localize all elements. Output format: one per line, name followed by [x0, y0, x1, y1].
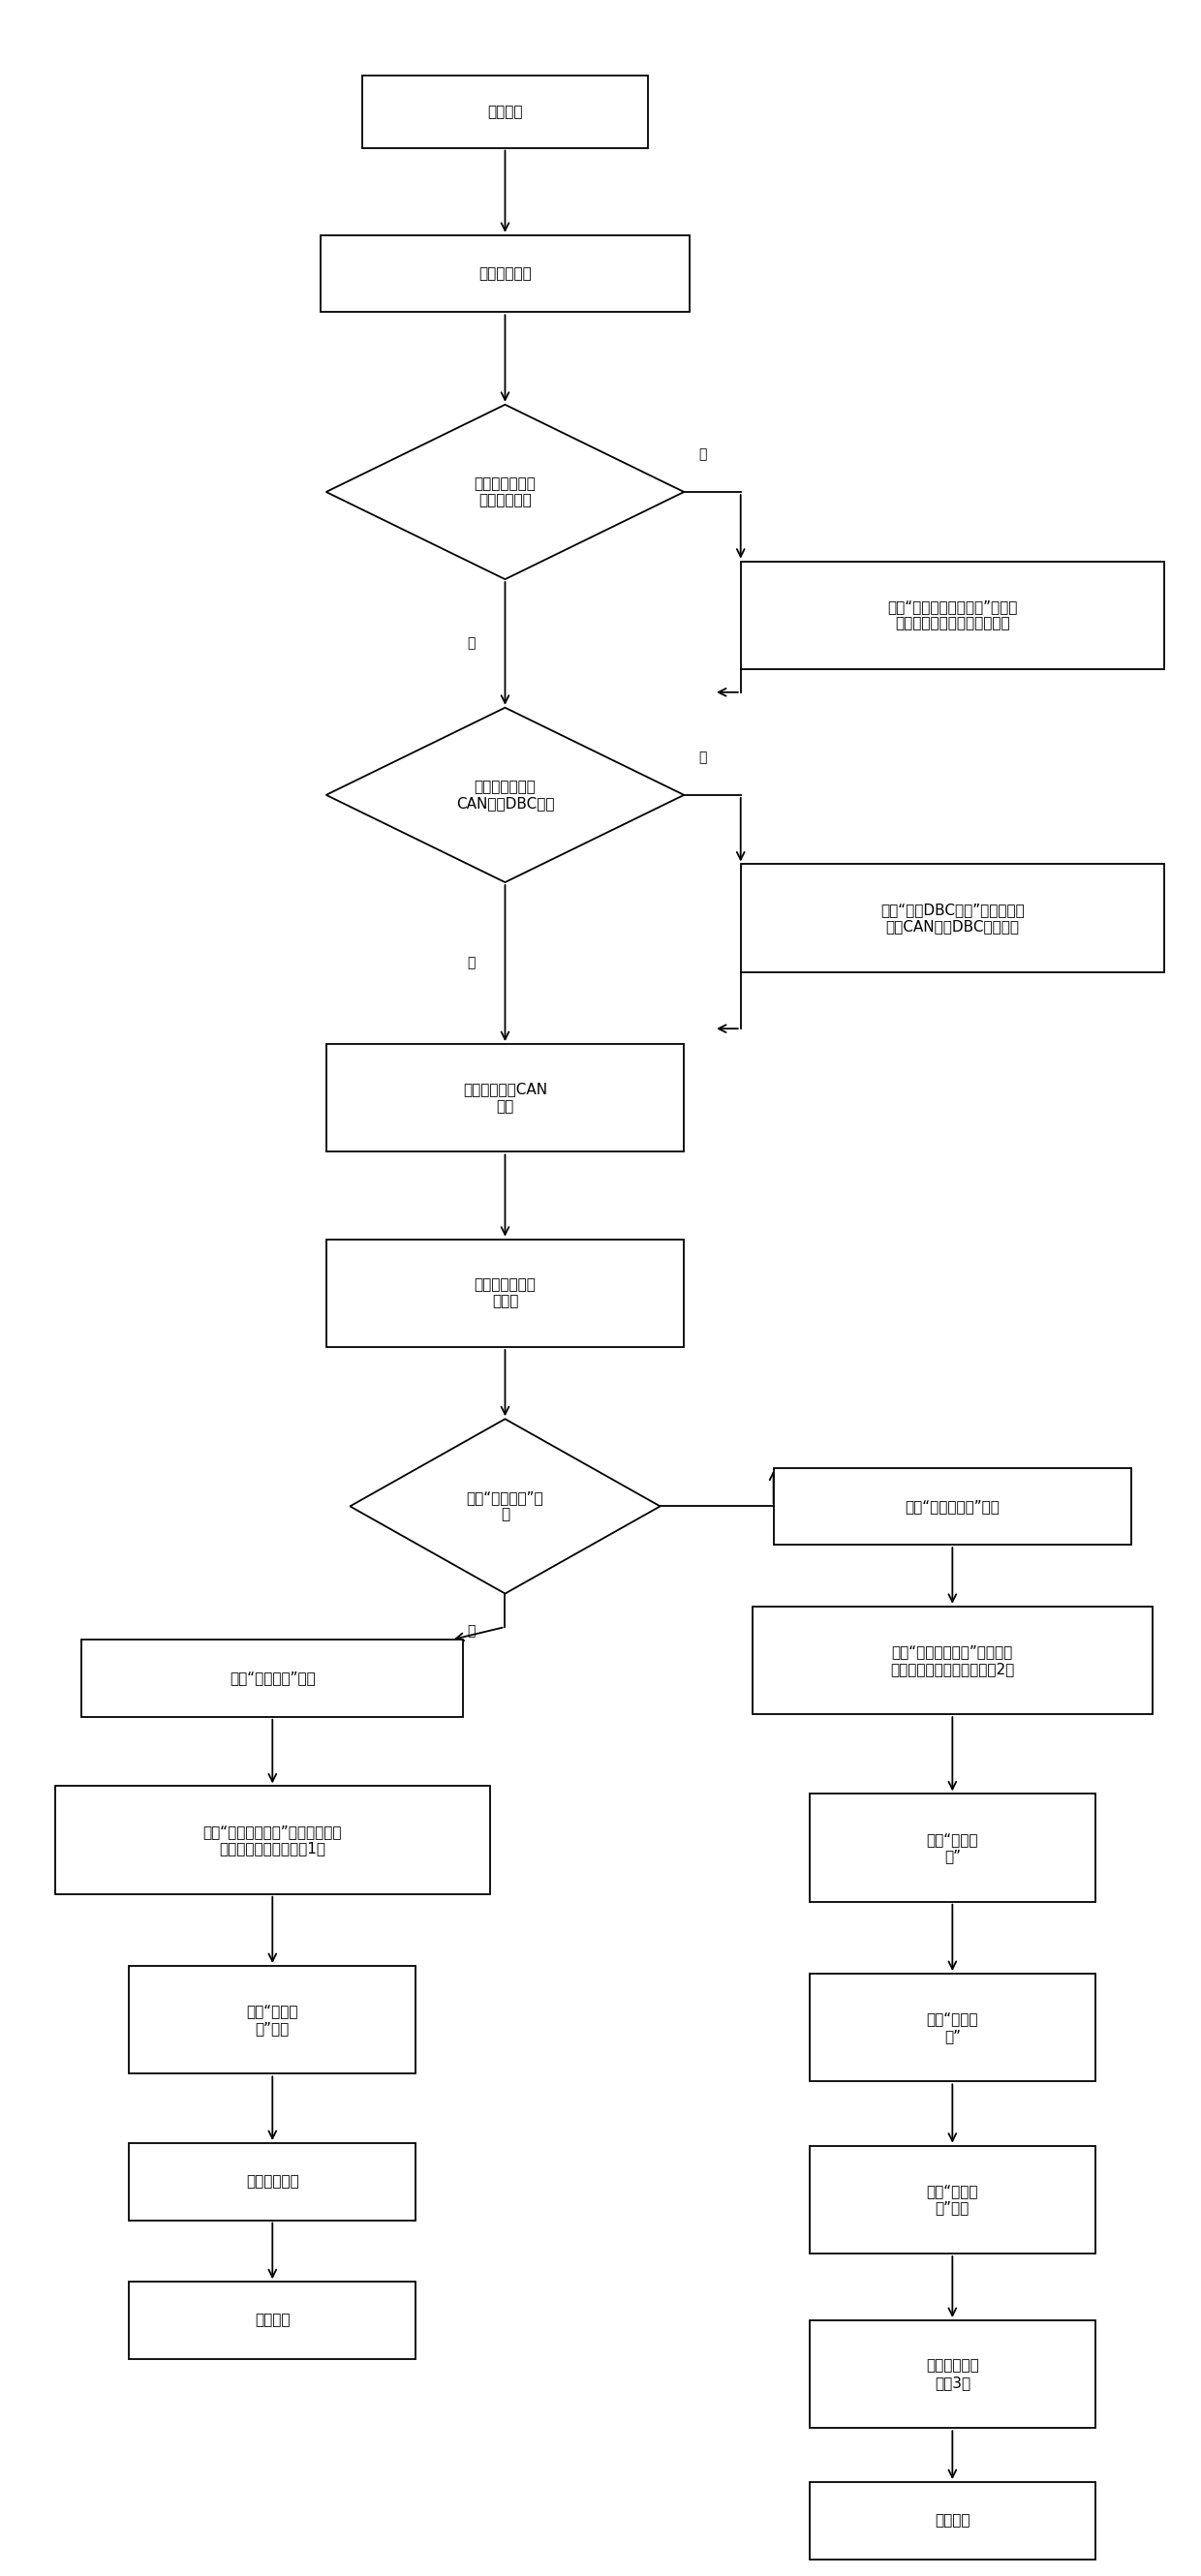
- Text: 否: 否: [698, 750, 706, 765]
- FancyBboxPatch shape: [82, 1641, 464, 1716]
- Text: 是: 是: [467, 956, 476, 971]
- FancyBboxPatch shape: [130, 1965, 416, 2074]
- Text: 测试结果导出
（注3）: 测试结果导出 （注3）: [926, 2360, 979, 2391]
- FancyBboxPatch shape: [362, 75, 649, 147]
- Text: 是: 是: [467, 636, 476, 649]
- FancyBboxPatch shape: [55, 1785, 490, 1893]
- Text: 点击“策略测试”按钮: 点击“策略测试”按钮: [229, 1672, 316, 1685]
- Text: 结束测试: 结束测试: [255, 2313, 291, 2329]
- Text: 点击选择相应CAN
通道: 点击选择相应CAN 通道: [462, 1082, 548, 1113]
- Text: 点击“导入端口配置文件”按钮，
选择相应的端口配置文件导入: 点击“导入端口配置文件”按钮， 选择相应的端口配置文件导入: [888, 600, 1017, 631]
- Polygon shape: [327, 404, 685, 580]
- Text: 点击“开始测
试”按钮: 点击“开始测 试”按钮: [926, 2184, 979, 2215]
- FancyBboxPatch shape: [130, 2143, 416, 2221]
- Text: 点击“耐久性测试”按钮: 点击“耐久性测试”按钮: [906, 1499, 999, 1515]
- Text: 点击选择相应的
波特率: 点击选择相应的 波特率: [474, 1278, 536, 1309]
- Text: 开启设备: 开启设备: [488, 106, 522, 118]
- FancyBboxPatch shape: [753, 1607, 1152, 1713]
- Text: 是: 是: [467, 1625, 476, 1638]
- FancyBboxPatch shape: [809, 2321, 1095, 2429]
- Text: 软件中是否存在
端口配置文件: 软件中是否存在 端口配置文件: [474, 477, 536, 507]
- Text: 否: 否: [698, 448, 706, 461]
- Polygon shape: [327, 708, 685, 881]
- Text: 软件中是否存在
CAN协议DBC文件: 软件中是否存在 CAN协议DBC文件: [456, 781, 554, 811]
- FancyBboxPatch shape: [773, 1468, 1131, 1546]
- FancyBboxPatch shape: [741, 866, 1164, 971]
- FancyBboxPatch shape: [809, 1973, 1095, 2081]
- Text: 设置“测试次
数”: 设置“测试次 数”: [926, 1832, 979, 1862]
- FancyBboxPatch shape: [327, 1043, 685, 1151]
- Text: 结束测试: 结束测试: [934, 2514, 970, 2527]
- Text: 运行测试软件: 运行测试软件: [478, 265, 532, 281]
- Text: 点击“开启设备”按
钮: 点击“开启设备”按 钮: [466, 1492, 544, 1522]
- Text: 设置“评价次
数”: 设置“评价次 数”: [926, 2012, 979, 2043]
- FancyBboxPatch shape: [809, 1793, 1095, 1901]
- FancyBboxPatch shape: [809, 2146, 1095, 2254]
- Polygon shape: [349, 1419, 661, 1595]
- FancyBboxPatch shape: [130, 2282, 416, 2360]
- Text: 点击“导入测试用例”按钮，选择相
应的测试用例导入（注1）: 点击“导入测试用例”按钮，选择相 应的测试用例导入（注1）: [203, 1824, 342, 1855]
- FancyBboxPatch shape: [321, 234, 689, 312]
- FancyBboxPatch shape: [327, 1239, 685, 1347]
- Text: 点击“导入测试用例”按钮，选
择相应的测试用例导入（注2）: 点击“导入测试用例”按钮，选 择相应的测试用例导入（注2）: [890, 1643, 1015, 1677]
- FancyBboxPatch shape: [741, 562, 1164, 670]
- Text: 点击“开始测
试”按钮: 点击“开始测 试”按钮: [246, 2004, 298, 2035]
- Text: 点击“导入DBC文件”按钮，选择
相应CAN协议DBC文件导入: 点击“导入DBC文件”按钮，选择 相应CAN协议DBC文件导入: [880, 902, 1024, 935]
- Text: 测试结果导出: 测试结果导出: [246, 2174, 299, 2190]
- FancyBboxPatch shape: [809, 2483, 1095, 2558]
